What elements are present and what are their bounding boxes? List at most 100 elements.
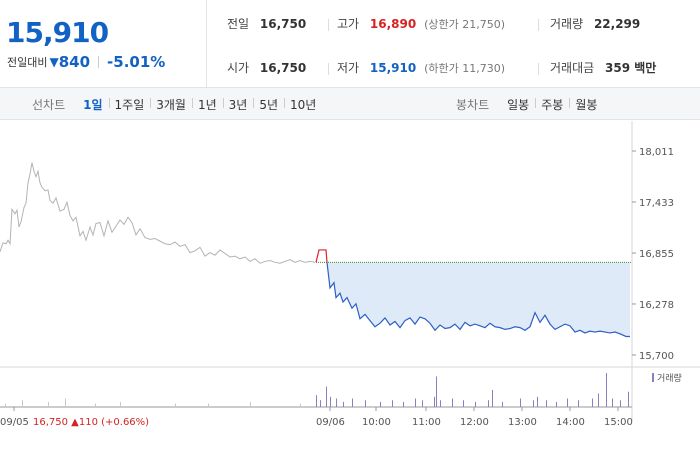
volume-bar	[48, 401, 49, 407]
volume-bar	[343, 401, 344, 407]
volume-bar	[380, 401, 381, 407]
volume-bar	[5, 403, 6, 407]
low-label: 저가	[337, 61, 360, 75]
volume-legend-swatch	[652, 373, 654, 382]
price-info-grid: 전일 16,750 고가 16,890 (상한가 21,750) 거래량 22,…	[208, 0, 700, 88]
x-tick-label: 10:00	[362, 417, 391, 428]
period-10y-tab[interactable]: 10년	[284, 96, 322, 113]
period-1y-tab[interactable]: 1년	[191, 96, 223, 113]
volume-bar	[537, 396, 538, 407]
volume-label: 거래량	[550, 17, 584, 31]
volume-bar	[502, 401, 503, 407]
volume-bar	[250, 401, 251, 407]
upper-limit: (상한가 21,750)	[424, 18, 505, 31]
high-cell: 고가 16,890 (상한가 21,750)	[337, 15, 505, 35]
period-1d-tab[interactable]: 1일	[83, 97, 103, 112]
y-tick-label: 16,278	[639, 300, 674, 311]
volume-bar	[567, 398, 568, 407]
daily-candle-tab[interactable]: 일봉	[507, 97, 530, 112]
volume-bar	[434, 396, 435, 407]
change-amount: 840	[58, 53, 91, 71]
low-cell: 저가 15,910 (하한가 11,730)	[337, 59, 505, 79]
volume-bar	[488, 400, 489, 407]
volume-bar	[336, 398, 337, 407]
monthly-candle-tab[interactable]: 월봉	[569, 96, 603, 113]
price-change-row: 전일대비 ▼ 840 -5.01%	[7, 53, 165, 71]
weekly-candle-tab[interactable]: 주봉	[535, 96, 569, 113]
volume-bar	[452, 398, 453, 407]
volume-bar	[556, 401, 557, 407]
y-tick-label: 17,433	[639, 198, 674, 209]
trade-value-cell: 거래대금 359 백만	[550, 59, 656, 79]
volume-bar	[463, 400, 464, 407]
period-5y-tab[interactable]: 5년	[253, 96, 284, 113]
volume-bar	[403, 401, 404, 407]
x-tick-label: 14:00	[556, 417, 585, 428]
volume-bar	[606, 373, 607, 407]
volume-bar	[120, 401, 121, 407]
low-value: 15,910	[369, 61, 417, 75]
divider	[538, 63, 539, 75]
candle-chart-periods: 봉차트 일봉 주봉 월봉	[456, 88, 603, 120]
x-tick-label: 15:00	[604, 417, 633, 428]
x-tick-label: 13:00	[508, 417, 537, 428]
volume-value: 22,299	[593, 17, 641, 31]
volume-bar	[330, 396, 331, 407]
y-tick-label: 18,011	[639, 147, 674, 158]
volume-bar	[175, 403, 176, 407]
y-tick-label: 16,855	[639, 249, 674, 260]
today-price-line-up	[315, 249, 328, 263]
trade-value-value: 359 백만	[605, 61, 657, 75]
period-1w-tab[interactable]: 1주일	[108, 96, 151, 113]
volume-bar	[612, 398, 613, 407]
prev-day-summary: 16,750 ▲110 (+0.66%)	[33, 417, 149, 428]
volume-bar	[578, 400, 579, 407]
down-triangle-icon: ▼	[49, 55, 59, 69]
volume-bar	[300, 403, 301, 407]
current-price-box: 15,910 전일대비 ▼ 840 -5.01%	[0, 0, 207, 88]
candle-chart-title: 봉차트	[456, 97, 490, 112]
y-tick-label: 15,700	[639, 351, 674, 362]
divider	[328, 19, 329, 31]
stock-summary-header: 15,910 전일대비 ▼ 840 -5.01% 전일 16,750 고가 16…	[0, 0, 700, 88]
volume-bar	[475, 401, 476, 407]
divider	[328, 63, 329, 75]
volume-bar	[365, 400, 366, 407]
volume-bar	[392, 400, 393, 407]
volume-bar	[316, 395, 317, 407]
volume-bar	[22, 400, 23, 407]
high-value: 16,890	[369, 17, 417, 31]
price-area	[327, 262, 630, 337]
price-chart[interactable]: 18,011 17,433 16,855 16,278 15,700 거래량 09/05…	[0, 121, 700, 450]
volume-bar	[352, 398, 353, 407]
period-3y-tab[interactable]: 3년	[222, 96, 254, 113]
y-axis-ticks: 18,011 17,433 16,855 16,278 15,700	[632, 147, 674, 362]
volume-bar	[436, 376, 437, 407]
price-chart-svg: 18,011 17,433 16,855 16,278 15,700 거래량 09/05…	[0, 121, 700, 428]
volume-bar	[492, 390, 493, 407]
volume-bar	[620, 400, 621, 407]
change-label: 전일대비	[7, 56, 48, 69]
period-3m-tab[interactable]: 3개월	[150, 96, 192, 113]
volume-bar	[546, 400, 547, 407]
volume-bar	[520, 398, 521, 407]
x-tick-label: 11:00	[412, 417, 441, 428]
prev-close-value: 16,750	[259, 17, 307, 31]
volume-bar	[65, 398, 66, 407]
volume-bar	[533, 400, 534, 407]
volume-bar	[628, 391, 629, 407]
volume-bar	[326, 386, 327, 407]
x-tick-label: 12:00	[460, 417, 489, 428]
x-tick-label: 09/05	[0, 417, 29, 428]
divider	[98, 56, 100, 68]
divider	[538, 19, 539, 31]
volume-bar	[415, 398, 416, 407]
open-label: 시가	[227, 61, 250, 75]
open-cell: 시가 16,750	[227, 59, 306, 79]
volume-bar	[422, 400, 423, 407]
line-chart-title: 선차트	[32, 97, 66, 112]
volume-cell: 거래량 22,299	[550, 15, 640, 35]
prev-close-cell: 전일 16,750	[227, 15, 306, 35]
volume-legend-label: 거래량	[657, 372, 682, 384]
price-area-fill	[327, 262, 630, 337]
